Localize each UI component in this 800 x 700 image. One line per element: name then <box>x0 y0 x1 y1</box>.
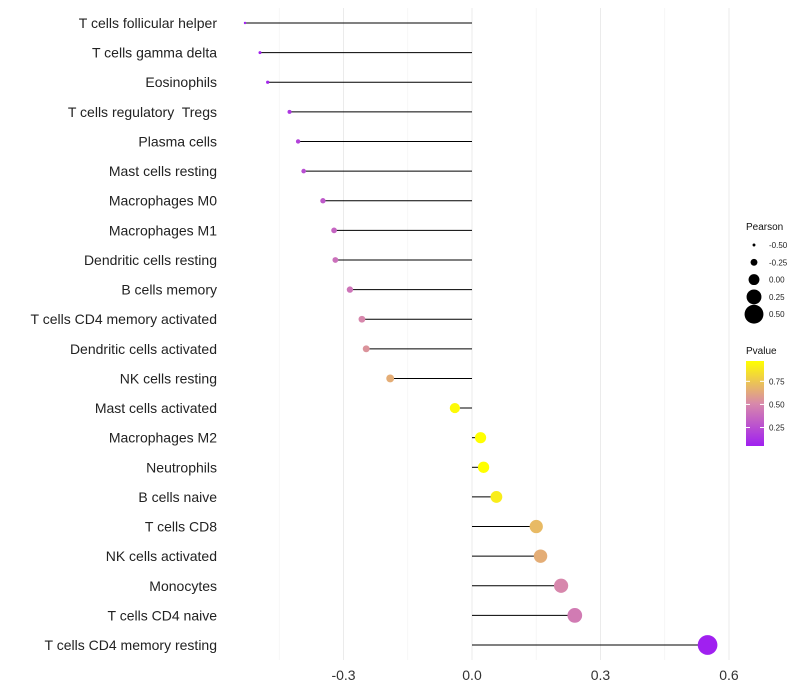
x-tick-label: 0.0 <box>462 667 482 683</box>
pearson-legend-label: -0.50 <box>769 241 788 250</box>
category-label: NK cells activated <box>106 548 217 564</box>
grid-lines <box>278 8 730 660</box>
category-label: Macrophages M0 <box>109 193 217 209</box>
pearson-legend-label: 0.00 <box>769 276 785 285</box>
category-label: Mast cells activated <box>95 400 217 416</box>
category-label: Monocytes <box>149 578 217 594</box>
pearson-legend-key <box>752 243 756 247</box>
pvalue-colorbar-labels: 0.25 0.50 0.75 <box>746 377 785 433</box>
point <box>358 315 366 323</box>
category-label: Dendritic cells resting <box>84 252 217 268</box>
point <box>243 21 247 25</box>
pearson-legend-key <box>746 289 762 305</box>
category-label: B cells memory <box>121 282 217 298</box>
point <box>258 51 262 55</box>
pearson-legend-title: Pearson <box>746 222 783 233</box>
pearson-legend-label: -0.25 <box>769 258 788 267</box>
pearson-legend-label: 0.50 <box>769 310 785 319</box>
point <box>449 402 460 414</box>
category-label: B cells naive <box>138 489 217 505</box>
x-tick-label: -0.3 <box>331 667 355 683</box>
point <box>533 549 548 563</box>
category-label: T cells CD4 memory resting <box>45 637 217 653</box>
point <box>301 168 306 174</box>
pearson-legend-label: 0.25 <box>769 293 785 302</box>
category-label: Mast cells resting <box>109 163 217 179</box>
category-label: T cells CD4 naive <box>108 607 218 623</box>
point <box>490 491 503 503</box>
category-label: Eosinophils <box>145 74 217 90</box>
point <box>362 345 370 353</box>
legend: Pearson -0.50 -0.25 0.00 0.25 0.50 Pvalue 0.… <box>744 222 788 446</box>
point <box>474 432 487 444</box>
pearson-legend-key <box>750 258 758 266</box>
category-label: T cells CD4 memory activated <box>31 311 217 327</box>
point <box>295 139 301 144</box>
point <box>567 608 583 623</box>
category-labels: T cells follicular helper T cells gamma d… <box>31 15 218 653</box>
x-tick-label: 0.6 <box>719 667 739 683</box>
pearson-legend-key <box>744 304 764 324</box>
point <box>331 227 337 234</box>
pvalue-colorbar <box>746 361 764 446</box>
pvalue-legend-label: 0.75 <box>769 377 785 386</box>
category-label: Dendritic cells activated <box>70 341 217 357</box>
category-label: NK cells resting <box>120 370 217 386</box>
category-label: Macrophages M2 <box>109 430 217 446</box>
point <box>320 198 326 204</box>
category-label: Neutrophils <box>146 459 217 475</box>
point <box>553 578 569 593</box>
point <box>332 257 339 263</box>
point <box>529 519 543 534</box>
point <box>266 80 270 84</box>
points <box>243 21 718 655</box>
pearson-legend-key <box>748 274 760 286</box>
pvalue-legend-title: Pvalue <box>746 346 777 357</box>
x-axis-ticks: -0.3 0.0 0.3 0.6 <box>331 667 739 683</box>
x-tick-label: 0.3 <box>591 667 611 683</box>
point <box>697 635 718 655</box>
category-label: Macrophages M1 <box>109 222 217 238</box>
category-label: T cells CD8 <box>145 519 217 535</box>
point <box>346 286 354 293</box>
stems <box>244 22 708 646</box>
category-label: T cells regulatory Tregs <box>68 104 217 120</box>
category-label: T cells gamma delta <box>92 45 217 61</box>
point <box>287 109 292 114</box>
point <box>477 461 490 473</box>
category-label: Plasma cells <box>138 133 217 149</box>
category-label: T cells follicular helper <box>79 15 218 31</box>
pvalue-legend-label: 0.50 <box>769 400 785 409</box>
point <box>386 374 395 383</box>
pearson-size-legend: -0.50 -0.25 0.00 0.25 0.50 <box>744 241 788 324</box>
pvalue-legend-label: 0.25 <box>769 424 785 433</box>
